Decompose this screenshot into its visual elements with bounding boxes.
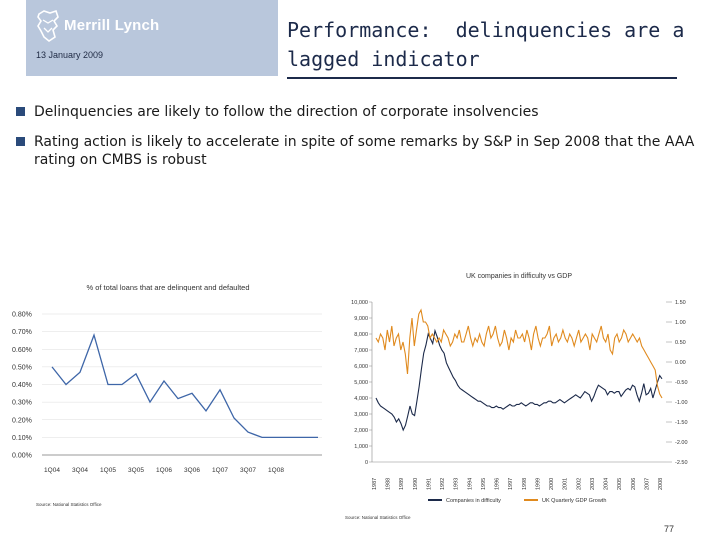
page-number: 77 (664, 524, 675, 534)
bullet-item: Rating action is likely to accelerate in… (16, 133, 706, 169)
bullet-item: Delinquencies are likely to follow the d… (16, 103, 706, 121)
x-tick-label: 1999 (535, 478, 541, 490)
y-left-tick-label: 6,000 (354, 364, 368, 370)
x-tick-label: 1Q06 (156, 467, 172, 474)
square-bullet-icon (16, 107, 25, 116)
slide-title: Performance: delinquencies are a lagged … (287, 16, 697, 74)
y-tick-label: 0.10% (12, 435, 32, 442)
slide-date: 13 January 2009 (36, 50, 104, 60)
x-tick-label: 2000 (549, 478, 555, 490)
y-tick-label: 0.80% (12, 312, 32, 319)
x-tick-label: 3Q04 (72, 467, 88, 474)
x-tick-label: 1989 (399, 478, 405, 490)
title-line-1: Performance: delinquencies are a (287, 18, 685, 42)
x-tick-label: 3Q07 (240, 467, 256, 474)
x-tick-label: 1997 (508, 478, 514, 490)
x-tick-label: 1996 (495, 478, 501, 490)
bullet-text: Rating action is likely to accelerate in… (34, 134, 695, 168)
x-tick-label: 3Q05 (128, 467, 144, 474)
y-left-tick-label: 7,000 (354, 348, 368, 354)
legend-label-companies: Companies in difficulty (446, 498, 501, 504)
x-tick-label: 1987 (372, 478, 378, 490)
y-tick-label: 0.70% (12, 329, 32, 336)
delinquency-chart-source: Source: National Statistics Office (36, 502, 102, 507)
x-tick-label: 2002 (576, 478, 582, 490)
x-tick-label: 1991 (426, 478, 432, 490)
y-right-tick-label: 1.00 (675, 320, 686, 326)
uk-companies-gdp-chart: UK companies in difficulty vs GDP 0 1,000… (345, 273, 688, 520)
x-tick-label: 3Q06 (184, 467, 200, 474)
y-right-tick-label: -2.00 (675, 440, 688, 446)
y-right-tick-label: -0.50 (675, 380, 688, 386)
y-right-tick-label: -1.50 (675, 420, 688, 426)
uk-chart-legend: Companies in difficulty UK Quarterly GDP… (428, 498, 606, 504)
delinquency-chart-title: % of total loans that are delinquent and… (86, 283, 249, 292)
y-tick-label: 0.60% (12, 347, 32, 354)
title-line-2: lagged indicator (287, 47, 480, 71)
y-right-tick-label: -1.00 (675, 400, 688, 406)
x-tick-label: 1988 (386, 478, 392, 490)
y-right-tick-label: -2.50 (675, 460, 688, 466)
bull-logo-icon (37, 10, 59, 42)
uk-chart-source: Source: National Statistics Office (345, 515, 411, 520)
x-tick-label: 1990 (413, 478, 419, 490)
x-tick-label: 2004 (604, 478, 610, 490)
y-left-tick-label: 4,000 (354, 396, 368, 402)
uk-gdp-growth-line (375, 308, 663, 399)
x-tick-label: 1Q04 (44, 467, 60, 474)
y-left-tick-label: 9,000 (354, 316, 368, 322)
x-tick-label: 1994 (467, 478, 473, 490)
y-tick-label: 0.30% (12, 400, 32, 407)
x-tick-label: 2005 (617, 478, 623, 490)
x-tick-label: 2006 (631, 478, 637, 490)
y-right-tick-label: 0.50 (675, 340, 686, 346)
x-tick-label: 1995 (481, 478, 487, 490)
x-tick-label: 1993 (454, 478, 460, 490)
x-tick-label: 1998 (522, 478, 528, 490)
x-tick-label: 2008 (658, 478, 664, 490)
delinquency-chart: % of total loans that are delinquent and… (12, 283, 322, 507)
y-left-tick-label: 8,000 (354, 332, 368, 338)
x-tick-label: 2003 (590, 478, 596, 490)
logo-text: Merrill Lynch (64, 17, 160, 34)
uk-chart-title: UK companies in difficulty vs GDP (466, 273, 572, 280)
x-tick-label: 1992 (440, 478, 446, 490)
logo-panel: Merrill Lynch 13 January 2009 (26, 0, 278, 76)
y-right-tick-label: 1.50 (675, 300, 686, 306)
y-tick-label: 0.50% (12, 364, 32, 371)
y-tick-label: 0.40% (12, 382, 32, 389)
y-left-tick-label: 3,000 (354, 412, 368, 418)
bullet-list: Delinquencies are likely to follow the d… (16, 103, 706, 181)
delinquency-series-line (51, 333, 318, 439)
y-left-tick-label: 2,000 (354, 428, 368, 434)
x-tick-label: 1Q08 (268, 467, 284, 474)
x-tick-label: 1Q05 (100, 467, 116, 474)
x-tick-label: 2001 (563, 478, 569, 490)
y-right-tick-label: 0.00 (675, 360, 686, 366)
x-tick-label: 2007 (644, 478, 650, 490)
legend-label-gdp: UK Quarterly GDP Growth (542, 498, 606, 504)
y-left-tick-label: 1,000 (354, 444, 368, 450)
y-left-tick-label: 5,000 (354, 380, 368, 386)
x-tick-label: 1Q07 (212, 467, 228, 474)
y-left-tick-label: 0 (365, 460, 368, 466)
y-tick-label: 0.00% (12, 453, 32, 460)
title-underline (287, 77, 677, 79)
y-left-tick-label: 10,000 (351, 300, 368, 306)
companies-in-difficulty-line (375, 328, 663, 432)
bullet-text: Delinquencies are likely to follow the d… (34, 104, 539, 120)
square-bullet-icon (16, 137, 25, 146)
y-tick-label: 0.20% (12, 417, 32, 424)
